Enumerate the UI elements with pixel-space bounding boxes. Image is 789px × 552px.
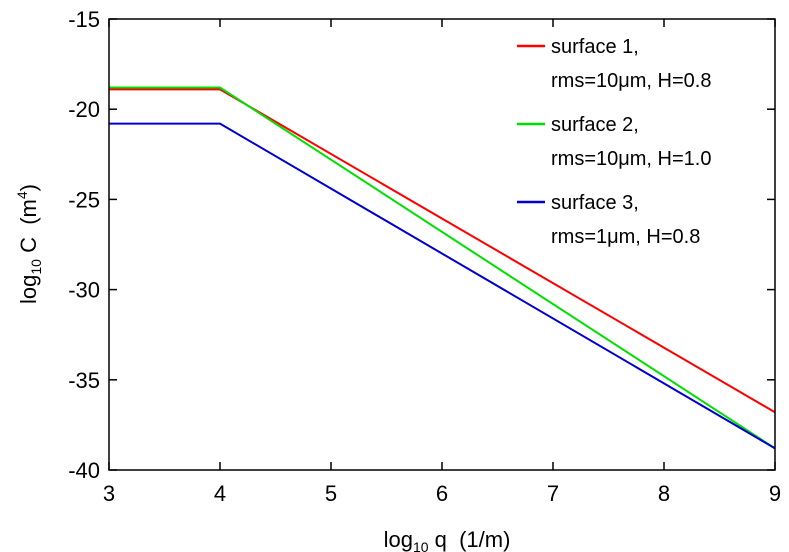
- legend-label-line1: surface 2,: [551, 114, 639, 136]
- x-tick-label: 3: [103, 481, 115, 506]
- y-tick-label: -15: [68, 7, 100, 32]
- x-tick-label: 8: [658, 481, 670, 506]
- x-tick-label: 6: [436, 481, 448, 506]
- x-tick-label: 9: [769, 481, 781, 506]
- x-tick-label: 7: [547, 481, 559, 506]
- legend-label-line2: rms=1μm, H=0.8: [551, 226, 700, 248]
- plot-frame: [108, 18, 776, 471]
- series-line: [109, 88, 776, 414]
- y-tick-label: -30: [68, 278, 100, 303]
- x-axis-label: log10 q (1/m): [384, 527, 511, 552]
- legend-label-line2: rms=10μm, H=0.8: [551, 70, 711, 92]
- legend-label-line1: surface 1,: [551, 36, 639, 58]
- legend-label-line1: surface 3,: [551, 192, 639, 214]
- y-tick-label: -20: [68, 97, 100, 122]
- y-tick-label: -25: [68, 187, 100, 212]
- y-tick-label: -40: [68, 458, 100, 483]
- y-axis-label: log10 C (m4): [14, 184, 44, 304]
- x-tick-label: 4: [214, 481, 226, 506]
- y-tick-label: -35: [68, 368, 100, 393]
- series-line: [109, 86, 776, 450]
- series-line: [109, 122, 776, 450]
- x-tick-label: 5: [325, 481, 337, 506]
- legend-label-line2: rms=10μm, H=1.0: [551, 148, 711, 170]
- legend: surface 1, rms=10μm, H=0.8 surface 2, rms=1…: [517, 36, 711, 248]
- series-layer: [109, 86, 776, 450]
